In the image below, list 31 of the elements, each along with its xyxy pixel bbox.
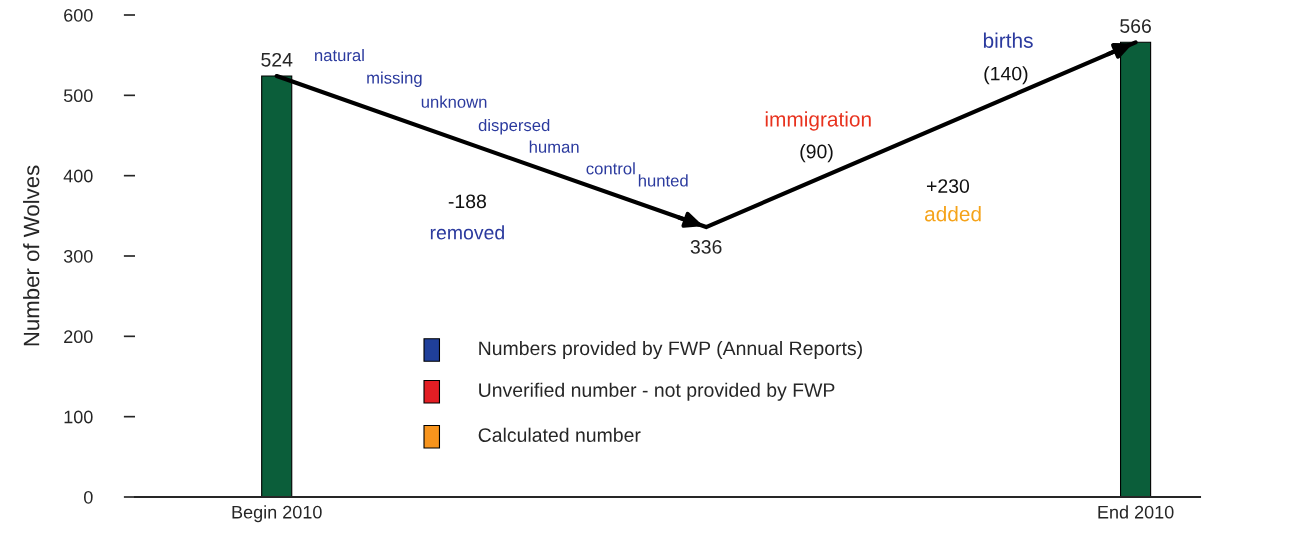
annotation: unknown (421, 95, 487, 108)
y-axis-title: Number of Wolves (23, 165, 40, 346)
annotation: natural (315, 49, 364, 62)
y-tick-label: 300 (63, 249, 93, 263)
y-tick-label: 100 (64, 410, 93, 424)
annotation: +230 (926, 179, 970, 193)
annotation: Unverified number - not provided by FWP (479, 382, 835, 401)
annotation: Calculated number (478, 427, 641, 442)
y-tick-label: 500 (63, 89, 93, 103)
annotation: births (983, 32, 1033, 48)
data-label: 524 (261, 52, 293, 67)
x-tick-label: Begin 2010 (232, 505, 322, 523)
annotation: (140) (984, 66, 1028, 85)
annotation: immigration (765, 111, 871, 131)
annotation: (90) (800, 144, 833, 163)
y-tick-label: 600 (64, 8, 93, 22)
x-tick-label: End 2010 (1098, 505, 1174, 519)
annotation: control (586, 162, 635, 175)
y-tick-label: 400 (63, 169, 93, 183)
annotation: hunted (638, 174, 688, 187)
data-label: 566 (1120, 19, 1151, 33)
annotation: human (529, 140, 579, 153)
y-tick-label: 200 (64, 330, 93, 344)
data-label: 336 (690, 240, 722, 254)
annotation: Numbers provided by FWP (Annual Reports) (479, 340, 862, 360)
annotation: added (925, 206, 981, 222)
annotation: -188 (448, 194, 486, 209)
annotation: missing (367, 71, 422, 88)
annotation: removed (430, 225, 504, 240)
y-tick-label: 0 (84, 490, 93, 504)
annotation: dispersed (478, 118, 550, 135)
